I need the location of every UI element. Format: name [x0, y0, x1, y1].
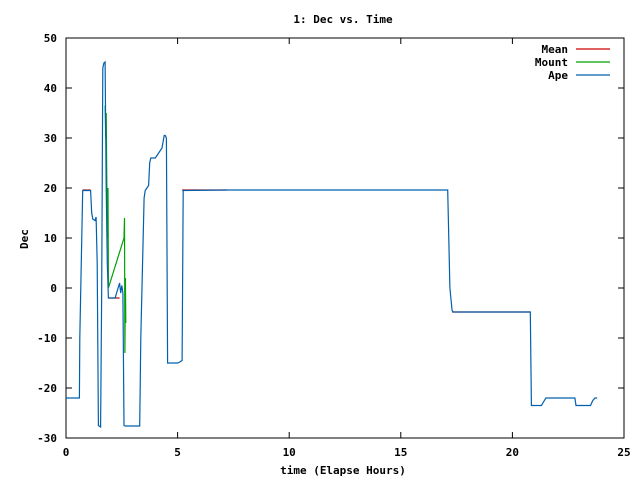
y-axis-ticks: -30 -20 -10 0 10 20 30 40 50 — [37, 32, 624, 445]
y-axis-label: Dec — [18, 229, 31, 249]
series-ape-line — [66, 60, 598, 429]
x-tick-label: 5 — [174, 446, 181, 459]
x-tick-label: 20 — [506, 446, 519, 459]
y-tick-label: -20 — [37, 382, 57, 395]
y-tick-label: -10 — [37, 332, 57, 345]
x-tick-label: 10 — [283, 446, 296, 459]
plot-frame — [65, 37, 625, 439]
x-axis-label: time (Elapse Hours) — [280, 464, 406, 477]
x-tick-label: 25 — [617, 446, 630, 459]
y-tick-label: 10 — [44, 232, 57, 245]
legend-label-mean: Mean — [542, 43, 569, 56]
legend-label-ape: Ape — [548, 69, 568, 82]
legend-label-mount: Mount — [535, 56, 568, 69]
x-tick-label: 15 — [394, 446, 407, 459]
x-axis-ticks: 0 5 10 15 20 25 — [63, 38, 631, 459]
x-tick-label: 0 — [63, 446, 70, 459]
y-tick-label: 40 — [44, 82, 57, 95]
y-tick-label: -30 — [37, 432, 57, 445]
y-tick-label: 50 — [44, 32, 57, 45]
y-tick-label: 30 — [44, 132, 57, 145]
axes — [65, 37, 625, 439]
y-tick-label: 0 — [50, 282, 57, 295]
chart-title: 1: Dec vs. Time — [293, 13, 393, 26]
series-lines — [66, 60, 598, 429]
y-tick-label: 20 — [44, 182, 57, 195]
